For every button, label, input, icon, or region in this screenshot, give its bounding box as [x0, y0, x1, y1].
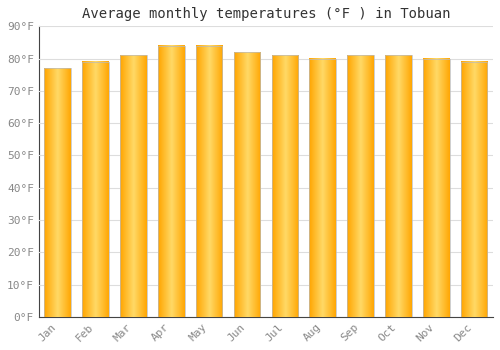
Bar [44, 68, 71, 317]
Bar [158, 46, 184, 317]
Bar [348, 55, 374, 317]
Bar [423, 58, 450, 317]
Bar [385, 55, 411, 317]
Bar [272, 55, 298, 317]
Bar [120, 55, 146, 317]
Bar [196, 46, 222, 317]
Bar [461, 62, 487, 317]
Title: Average monthly temperatures (°F ) in Tobuan: Average monthly temperatures (°F ) in To… [82, 7, 450, 21]
Bar [234, 52, 260, 317]
Bar [310, 58, 336, 317]
Bar [82, 62, 109, 317]
